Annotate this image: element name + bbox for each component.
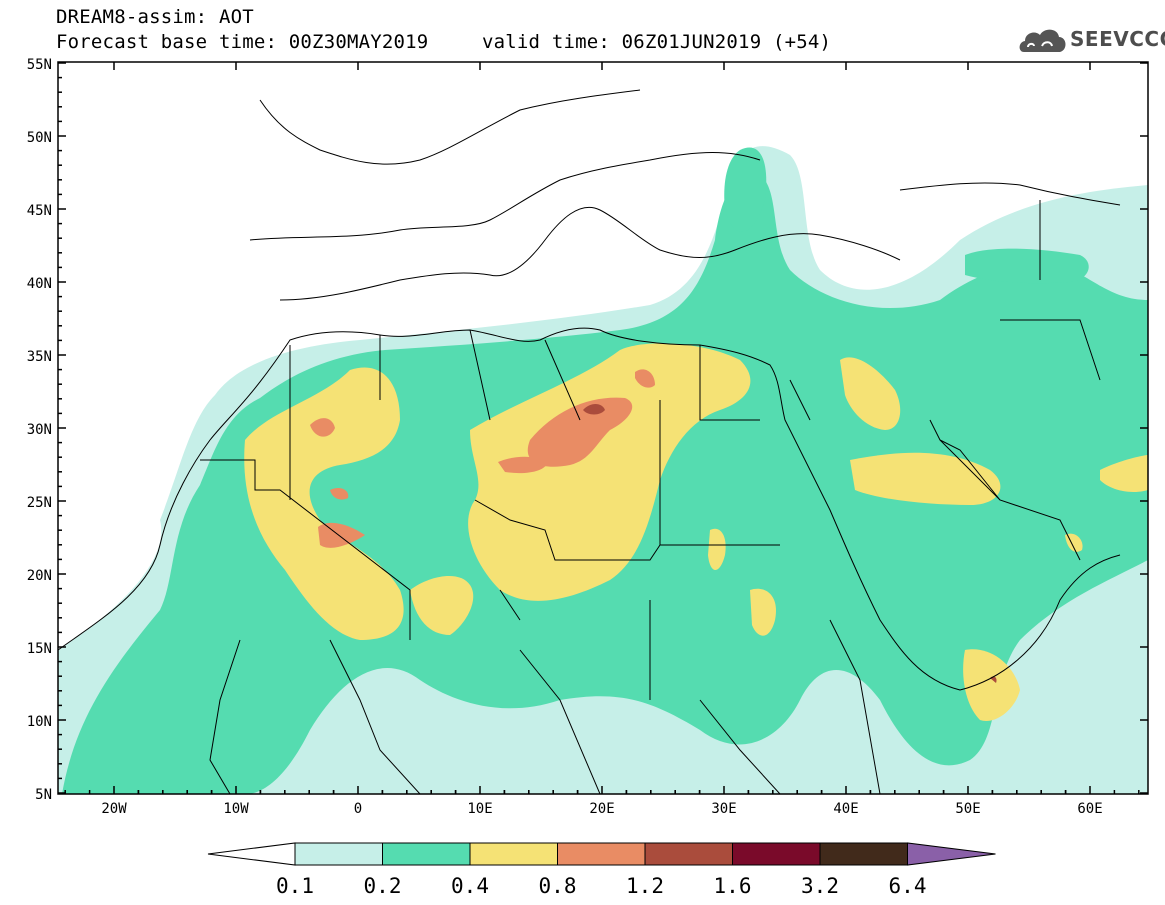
valid-time: valid time: 06Z01JUN2019 (+54) <box>482 31 832 53</box>
colorbar-label: 0.8 <box>539 874 577 898</box>
lat-label: 40N <box>27 276 52 292</box>
lat-label: 50N <box>27 130 52 146</box>
colorbar-label: 6.4 <box>889 874 927 898</box>
coastlines-borders <box>58 89 1121 794</box>
lat-label: 45N <box>27 203 52 219</box>
map-title: DREAM8-assim: AOT <box>56 6 254 28</box>
lon-label: 10E <box>467 801 492 817</box>
lon-label: 0 <box>354 801 362 817</box>
aot-colorbar: 0.1 0.2 0.4 0.8 1.2 1.6 3.2 6.4 <box>207 842 996 898</box>
colorbar-low-arrow <box>207 842 296 866</box>
colorbar-segment <box>732 842 821 866</box>
lat-label: 30N <box>27 422 52 438</box>
lon-label: 60E <box>1077 801 1102 817</box>
lat-label: 20N <box>27 568 52 584</box>
lat-label: 35N <box>27 349 52 365</box>
lat-label: 10N <box>27 714 52 730</box>
logo-text: SEEVCCC <box>1070 27 1165 51</box>
colorbar-segment <box>294 842 383 866</box>
colorbar-label: 0.1 <box>276 874 314 898</box>
lat-label: 55N <box>27 57 52 73</box>
cloud-icon <box>1019 29 1066 52</box>
lat-label: 5N <box>35 787 52 803</box>
lat-label: 25N <box>27 495 52 511</box>
lon-label: 20E <box>589 801 614 817</box>
colorbar-label: 0.4 <box>451 874 489 898</box>
colorbar-segment <box>557 842 646 866</box>
aot-contour-0.4 <box>244 343 1148 721</box>
colorbar-segment <box>469 842 558 866</box>
lon-label: 20W <box>101 801 127 817</box>
colorbar-high-arrow <box>907 842 996 866</box>
forecast-base-time: Forecast base time: 00Z30MAY2019 <box>56 31 429 53</box>
lon-label: 40E <box>833 801 858 817</box>
colorbar-segment <box>819 842 908 866</box>
lon-label: 30E <box>711 801 736 817</box>
colorbar-label: 0.2 <box>364 874 402 898</box>
aot-contour-0.8 <box>310 369 655 548</box>
lon-label: 10W <box>223 801 249 817</box>
lat-label: 15N <box>27 641 52 657</box>
lon-label: 50E <box>955 801 980 817</box>
colorbar-label: 3.2 <box>801 874 839 898</box>
colorbar-label: 1.6 <box>714 874 752 898</box>
colorbar-segment <box>644 842 733 866</box>
colorbar-label: 1.2 <box>626 874 664 898</box>
colorbar-segment <box>382 842 471 866</box>
